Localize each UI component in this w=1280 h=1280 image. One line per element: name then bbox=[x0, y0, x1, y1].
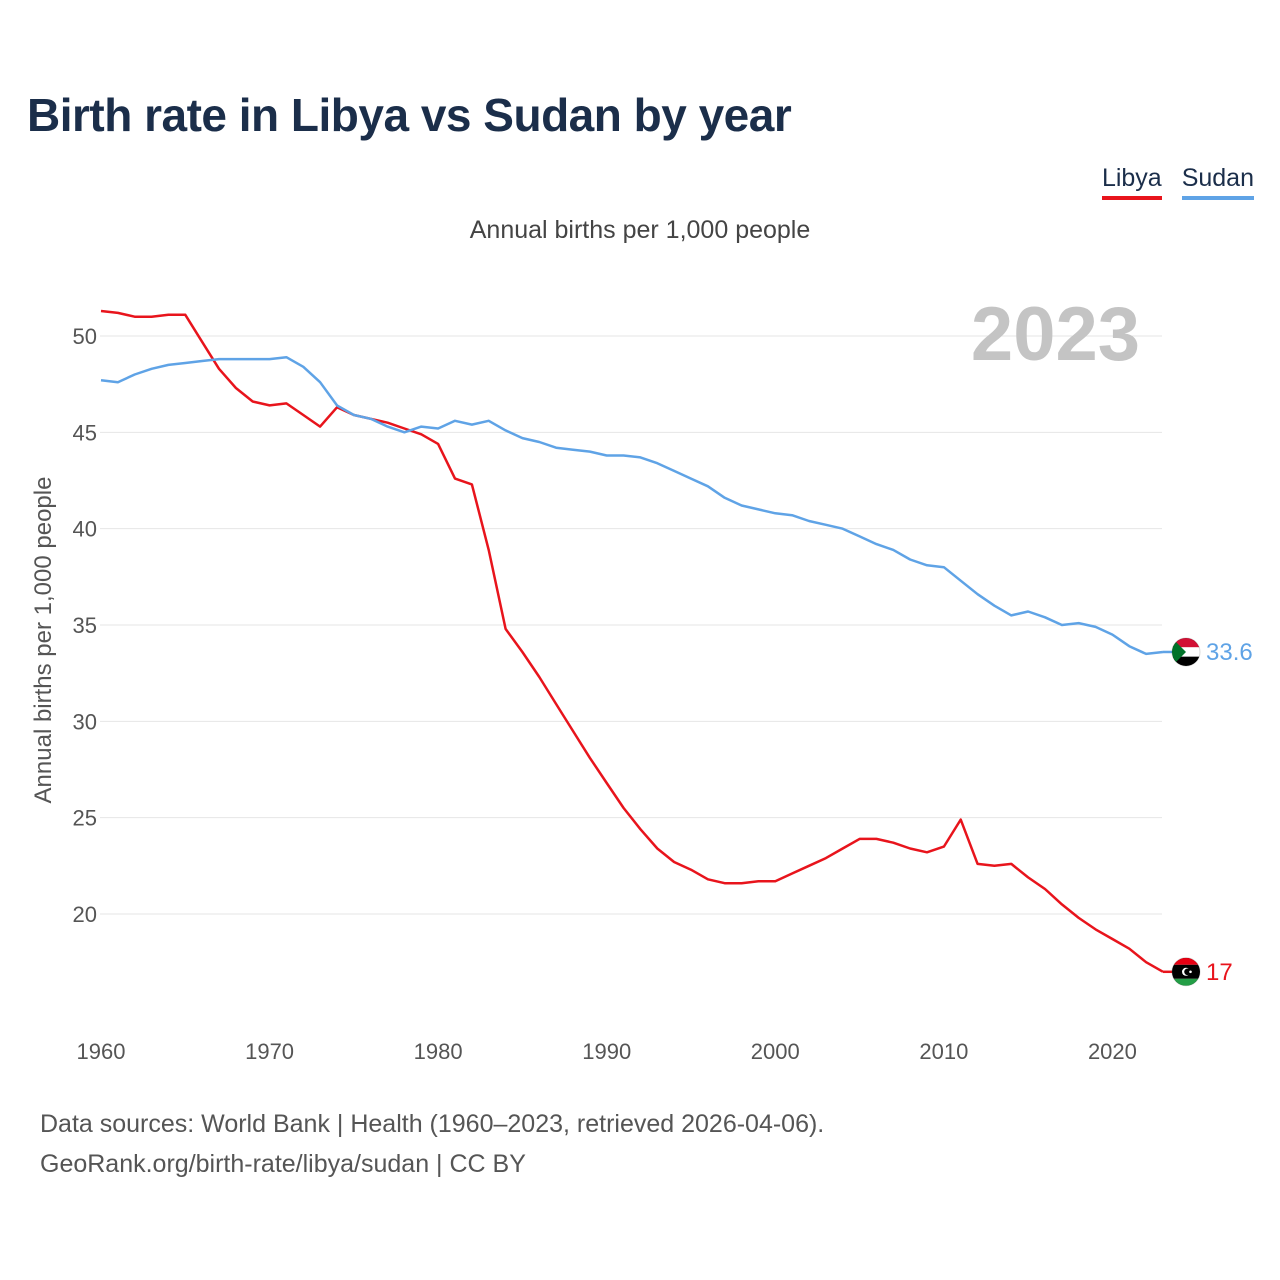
source-line-2[interactable]: GeoRank.org/birth-rate/libya/sudan | CC … bbox=[40, 1150, 526, 1178]
source-line-1: Data sources: World Bank | Health (1960–… bbox=[40, 1110, 825, 1138]
legend-item-sudan[interactable]: Sudan bbox=[1181, 164, 1254, 200]
x-axis-ticks: 1960 1970 1980 1990 2000 2010 2020 bbox=[77, 1039, 1137, 1064]
y-tick-label: 25 bbox=[73, 806, 97, 831]
y-tick-label: 45 bbox=[73, 420, 97, 445]
y-tick-label: 30 bbox=[73, 709, 97, 734]
end-label-sudan: 33.6 bbox=[1206, 639, 1253, 666]
source-note: Data sources: World Bank | Health (1960–… bbox=[40, 1104, 824, 1184]
libya-flag-icon bbox=[1171, 957, 1201, 987]
x-tick-label: 1960 bbox=[77, 1039, 126, 1064]
y-tick-label: 40 bbox=[73, 517, 97, 542]
x-tick-label: 1980 bbox=[414, 1039, 463, 1064]
y-tick-label: 35 bbox=[73, 613, 97, 638]
gridlines bbox=[100, 335, 1162, 915]
x-tick-label: 2020 bbox=[1088, 1039, 1137, 1064]
y-tick-label: 20 bbox=[73, 902, 97, 927]
x-tick-label: 1990 bbox=[582, 1039, 631, 1064]
chart-title: Birth rate in Libya vs Sudan by year bbox=[27, 89, 792, 141]
series-lines bbox=[100, 309, 1164, 973]
y-axis-ticks: 20 25 30 35 40 45 50 bbox=[73, 324, 97, 927]
y-tick-label: 50 bbox=[73, 324, 97, 349]
end-label-libya: 17 bbox=[1206, 959, 1233, 986]
x-tick-label: 2010 bbox=[919, 1039, 968, 1064]
chart-subtitle: Annual births per 1,000 people bbox=[469, 216, 811, 244]
legend: Libya Sudan bbox=[1101, 164, 1254, 200]
y-axis-label: Annual births per 1,000 people bbox=[30, 477, 57, 804]
end-markers: 17 33.6 bbox=[1163, 637, 1253, 987]
x-tick-label: 1970 bbox=[245, 1039, 294, 1064]
sudan-flag-icon bbox=[1171, 637, 1201, 667]
current-year-watermark: 2023 bbox=[971, 292, 1140, 377]
series-line-libya[interactable] bbox=[100, 309, 1164, 973]
legend-item-libya[interactable]: Libya bbox=[1101, 164, 1162, 200]
x-tick-label: 2000 bbox=[751, 1039, 800, 1064]
series-line-sudan[interactable] bbox=[100, 355, 1164, 656]
